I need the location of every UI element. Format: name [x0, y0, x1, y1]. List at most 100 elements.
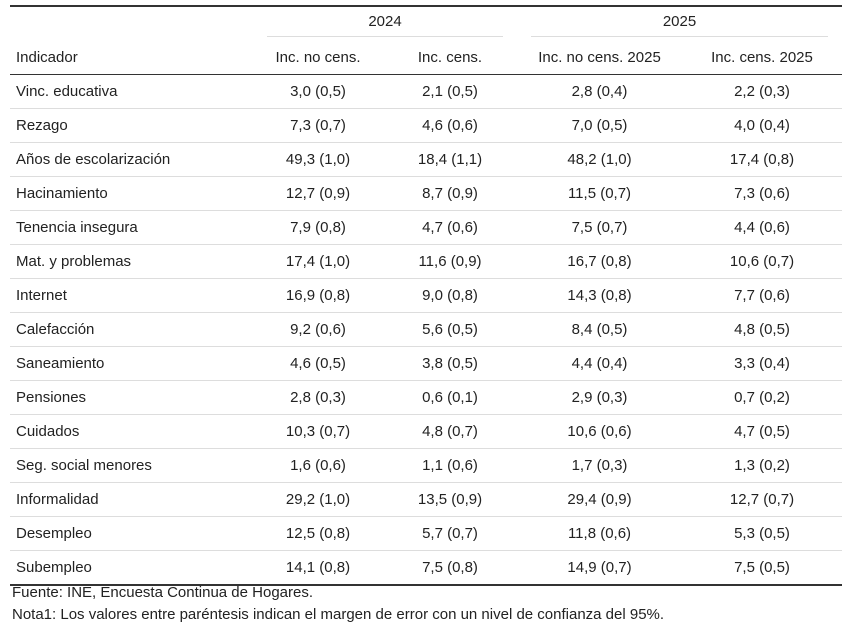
column-header-inc-cens-2025: Inc. cens. 2025 [682, 41, 842, 75]
row-indicator-label: Subempleo [10, 550, 253, 586]
indicator-table: 2024 2025 Indicador Inc. no cens. Inc. c… [10, 5, 842, 586]
table-row: Seg. social menores 1,6 (0,6) 1,1 (0,6) 1,7… [10, 448, 842, 483]
row-indicator-label: Internet [10, 278, 253, 313]
column-header-inc-no-cens-2024: Inc. no cens. [253, 41, 383, 75]
table-cell: 7,0 (0,5) [517, 108, 682, 143]
table-row: Tenencia insegura 7,9 (0,8) 4,7 (0,6) 7,5 (… [10, 210, 842, 245]
row-indicator-label: Pensiones [10, 380, 253, 415]
table-cell: 0,7 (0,2) [682, 380, 842, 415]
table-cell: 9,2 (0,6) [253, 312, 383, 347]
table-cell: 2,8 (0,3) [253, 380, 383, 415]
table-row: Saneamiento 4,6 (0,5) 3,8 (0,5) 4,4 (0,4) 3,… [10, 346, 842, 381]
table-cell: 8,7 (0,9) [383, 176, 517, 211]
table-cell: 7,5 (0,7) [517, 210, 682, 245]
table-notes: Fuente: INE, Encuesta Continua de Hogare… [12, 582, 664, 626]
row-indicator-label: Tenencia insegura [10, 210, 253, 245]
table-cell: 48,2 (1,0) [517, 142, 682, 177]
table-cell: 2,8 (0,4) [517, 74, 682, 109]
table-header: 2024 2025 Indicador Inc. no cens. Inc. c… [10, 5, 842, 75]
table-cell: 4,0 (0,4) [682, 108, 842, 143]
table-cell: 29,2 (1,0) [253, 482, 383, 517]
table-row: Subempleo 14,1 (0,8) 7,5 (0,8) 14,9 (0,7) 7,… [10, 550, 842, 586]
table-cell: 29,4 (0,9) [517, 482, 682, 517]
row-indicator-label: Rezago [10, 108, 253, 143]
table-row: Calefacción 9,2 (0,6) 5,6 (0,5) 8,4 (0,5) 4,… [10, 312, 842, 347]
table-cell: 16,9 (0,8) [253, 278, 383, 313]
row-indicator-label: Hacinamiento [10, 176, 253, 211]
table-cell: 10,3 (0,7) [253, 414, 383, 449]
table-cell: 1,3 (0,2) [682, 448, 842, 483]
table-cell: 10,6 (0,7) [682, 244, 842, 279]
row-indicator-label: Vinc. educativa [10, 74, 253, 109]
table-cell: 17,4 (0,8) [682, 142, 842, 177]
table-row: Pensiones 2,8 (0,3) 0,6 (0,1) 2,9 (0,3) 0,7 … [10, 380, 842, 415]
table-cell: 3,8 (0,5) [383, 346, 517, 381]
table-row: Rezago 7,3 (0,7) 4,6 (0,6) 7,0 (0,5) 4,0 (0,… [10, 108, 842, 143]
table-cell: 7,5 (0,8) [383, 550, 517, 586]
table-cell: 2,1 (0,5) [383, 74, 517, 109]
column-header-inc-no-cens-2025: Inc. no cens. 2025 [517, 41, 682, 75]
confidence-note: Nota1: Los valores entre paréntesis indi… [12, 606, 665, 623]
table-row: Informalidad 29,2 (1,0) 13,5 (0,9) 29,4 (0,… [10, 482, 842, 517]
table-cell: 14,1 (0,8) [253, 550, 383, 586]
group-header-2025: 2025 [517, 5, 842, 41]
table-cell: 4,8 (0,7) [383, 414, 517, 449]
table-cell: 8,4 (0,5) [517, 312, 682, 347]
source-note: Fuente: INE, Encuesta Continua de Hogare… [12, 584, 314, 601]
row-indicator-label: Años de escolarización [10, 142, 253, 177]
table-row: Vinc. educativa 3,0 (0,5) 2,1 (0,5) 2,8 (0,… [10, 74, 842, 109]
table-cell: 4,6 (0,6) [383, 108, 517, 143]
table-row: Años de escolarización 49,3 (1,0) 18,4 (1,… [10, 142, 842, 177]
table-cell: 16,7 (0,8) [517, 244, 682, 279]
table-cell: 0,6 (0,1) [383, 380, 517, 415]
table-cell: 5,6 (0,5) [383, 312, 517, 347]
column-header-indicador: Indicador [10, 41, 253, 75]
table-cell: 7,3 (0,6) [682, 176, 842, 211]
table-cell: 4,4 (0,6) [682, 210, 842, 245]
table-cell: 3,0 (0,5) [253, 74, 383, 109]
table-cell: 10,6 (0,6) [517, 414, 682, 449]
table-cell: 4,7 (0,6) [383, 210, 517, 245]
table-body: Vinc. educativa 3,0 (0,5) 2,1 (0,5) 2,8 (0,… [10, 74, 842, 586]
table-row: Hacinamiento 12,7 (0,9) 8,7 (0,9) 11,5 (0,7… [10, 176, 842, 211]
table-cell: 49,3 (1,0) [253, 142, 383, 177]
table-cell: 2,2 (0,3) [682, 74, 842, 109]
row-indicator-label: Mat. y problemas [10, 244, 253, 279]
table-cell: 4,6 (0,5) [253, 346, 383, 381]
table-cell: 7,5 (0,5) [682, 550, 842, 586]
table-cell: 5,3 (0,5) [682, 516, 842, 551]
table-cell: 17,4 (1,0) [253, 244, 383, 279]
table-cell: 4,7 (0,5) [682, 414, 842, 449]
table-cell: 14,3 (0,8) [517, 278, 682, 313]
column-header-row: Indicador Inc. no cens. Inc. cens. Inc. … [10, 41, 842, 75]
table-row: Mat. y problemas 17,4 (1,0) 11,6 (0,9) 16,7… [10, 244, 842, 279]
table-cell: 2,9 (0,3) [517, 380, 682, 415]
table-cell: 11,8 (0,6) [517, 516, 682, 551]
table-cell: 12,7 (0,7) [682, 482, 842, 517]
group-header-2024: 2024 [253, 5, 517, 41]
row-indicator-label: Calefacción [10, 312, 253, 347]
table-cell: 1,7 (0,3) [517, 448, 682, 483]
table-cell: 1,6 (0,6) [253, 448, 383, 483]
table-cell: 14,9 (0,7) [517, 550, 682, 586]
table-cell: 3,3 (0,4) [682, 346, 842, 381]
table-cell: 4,8 (0,5) [682, 312, 842, 347]
row-indicator-label: Cuidados [10, 414, 253, 449]
column-header-inc-cens-2024: Inc. cens. [383, 41, 517, 75]
table-cell: 11,5 (0,7) [517, 176, 682, 211]
table-cell: 1,1 (0,6) [383, 448, 517, 483]
table-cell: 11,6 (0,9) [383, 244, 517, 279]
table-row: Desempleo 12,5 (0,8) 5,7 (0,7) 11,8 (0,6) 5,… [10, 516, 842, 551]
row-indicator-label: Seg. social menores [10, 448, 253, 483]
group-header-row: 2024 2025 [10, 5, 842, 41]
table-cell: 13,5 (0,9) [383, 482, 517, 517]
table-row: Cuidados 10,3 (0,7) 4,8 (0,7) 10,6 (0,6) 4,7… [10, 414, 842, 449]
table-cell: 7,9 (0,8) [253, 210, 383, 245]
table-cell: 12,5 (0,8) [253, 516, 383, 551]
row-indicator-label: Saneamiento [10, 346, 253, 381]
table-cell: 7,7 (0,6) [682, 278, 842, 313]
group-header-empty [10, 5, 253, 41]
table-cell: 5,7 (0,7) [383, 516, 517, 551]
table-cell: 4,4 (0,4) [517, 346, 682, 381]
table-cell: 7,3 (0,7) [253, 108, 383, 143]
